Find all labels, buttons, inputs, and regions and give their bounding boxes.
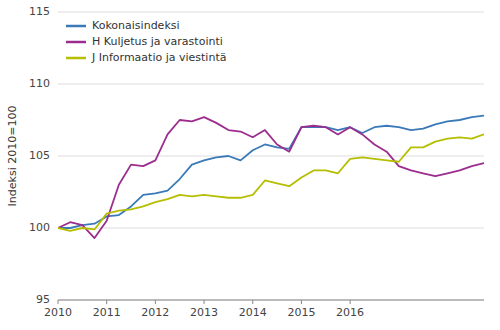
legend-swatch: [66, 41, 86, 44]
grid-line: [58, 300, 484, 301]
y-tick-label: 100: [29, 221, 50, 234]
x-tick-label: 2012: [141, 306, 169, 319]
legend-swatch: [66, 25, 86, 28]
legend-label: J Informaatio ja viestintä: [91, 51, 226, 64]
grid: [58, 12, 484, 300]
legend-label: Kokonaisindeksi: [92, 19, 180, 32]
x-axis-line: [58, 300, 484, 301]
x-tick: [350, 300, 351, 304]
x-tick: [301, 300, 302, 304]
grid-line: [58, 228, 484, 229]
grid-line: [58, 156, 484, 157]
x-tick-label: 2016: [336, 306, 364, 319]
grid-line: [58, 84, 484, 85]
series-line: [58, 134, 484, 230]
x-tick-label: 2014: [239, 306, 267, 319]
x-tick: [155, 300, 156, 304]
x-tick: [58, 300, 59, 304]
x-tick: [106, 300, 107, 304]
x-tick-label: 2010: [44, 306, 72, 319]
x-tick-label: 2013: [190, 306, 218, 319]
x-tick-label: 2015: [287, 306, 315, 319]
y-tick-label: 95: [36, 293, 50, 306]
series-line: [58, 117, 484, 238]
y-tick-label: 115: [29, 5, 50, 18]
y-tick-label: 110: [29, 77, 50, 90]
x-tick: [204, 300, 205, 304]
x-tick: [252, 300, 253, 304]
lines: [58, 116, 484, 238]
legend-swatch: [66, 57, 86, 60]
legend: Kokonaisindeksi H Kuljetus ja varastointi…: [66, 19, 226, 64]
y-tick-label: 105: [29, 149, 50, 162]
legend-label: H Kuljetus ja varastointi: [92, 35, 223, 48]
x-tick-label: 2011: [93, 306, 121, 319]
grid-line: [58, 12, 484, 13]
y-axis-label: Indeksi 2010=100: [6, 106, 19, 207]
chart: 95 100 105 110 115 Indeksi 2010=100 2010 2011 20…: [0, 0, 500, 330]
